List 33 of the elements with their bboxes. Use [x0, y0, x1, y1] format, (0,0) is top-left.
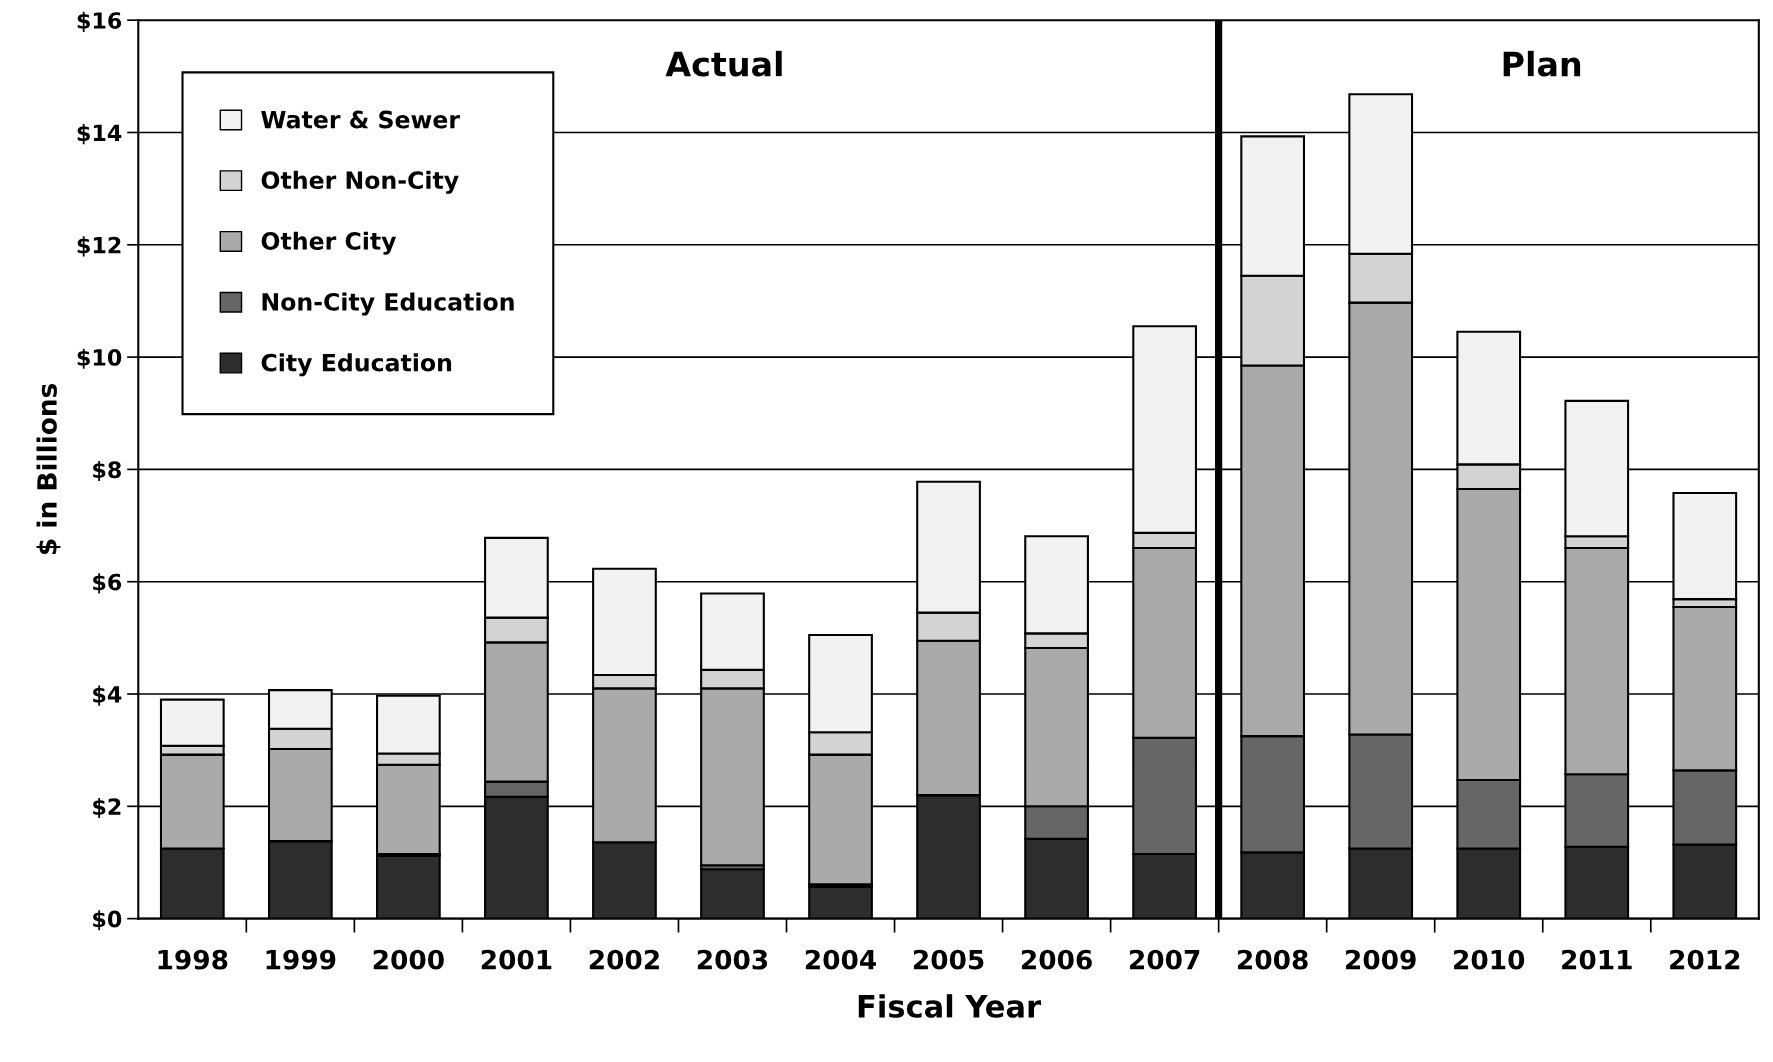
x-tick-label: 2009 [1346, 949, 1416, 970]
y-tick-label: $16 [77, 11, 122, 32]
x-tick-label: 2005 [913, 949, 984, 970]
y-tick-label: $10 [77, 348, 122, 369]
x-tick-label: 2003 [697, 949, 768, 970]
x-tick-label: 2001 [481, 949, 552, 970]
x-axis-title: Fiscal Year [858, 994, 1042, 1018]
x-tick-label: 2000 [373, 949, 444, 970]
y-tick-label: $14 [77, 124, 122, 145]
annotation: Plan [1503, 50, 1581, 77]
y-tick-label: $12 [77, 236, 121, 257]
x-tick-label: 2012 [1670, 949, 1740, 970]
legend-label: Non-City Education [262, 292, 514, 316]
x-tick-label: 2010 [1454, 949, 1525, 970]
x-tick-label: 2002 [589, 949, 659, 970]
y-tick-label: $4 [93, 685, 122, 706]
x-tick-label: 1999 [266, 949, 336, 970]
x-tick-label: 2011 [1562, 949, 1632, 970]
legend-label: Water & Sewer [261, 110, 460, 129]
x-tick-label: 2004 [805, 949, 877, 970]
y-tick-label: $2 [93, 797, 121, 819]
x-tick-label: 2007 [1129, 949, 1200, 970]
x-tick-label: 2008 [1238, 949, 1308, 970]
legend-label: Other Non-City [261, 170, 459, 194]
x-tick-label: 2006 [1021, 949, 1092, 970]
y-tick-label: $8 [93, 460, 121, 482]
annotation: Actual [665, 50, 782, 77]
x-tick-label: 1998 [158, 949, 228, 970]
legend-label: Other City [261, 231, 397, 255]
legend-label: City Education [261, 353, 452, 377]
y-tick-label: $0 [93, 910, 122, 931]
y-axis-title: $ in Billions [36, 383, 61, 555]
y-tick-label: $6 [93, 573, 122, 594]
